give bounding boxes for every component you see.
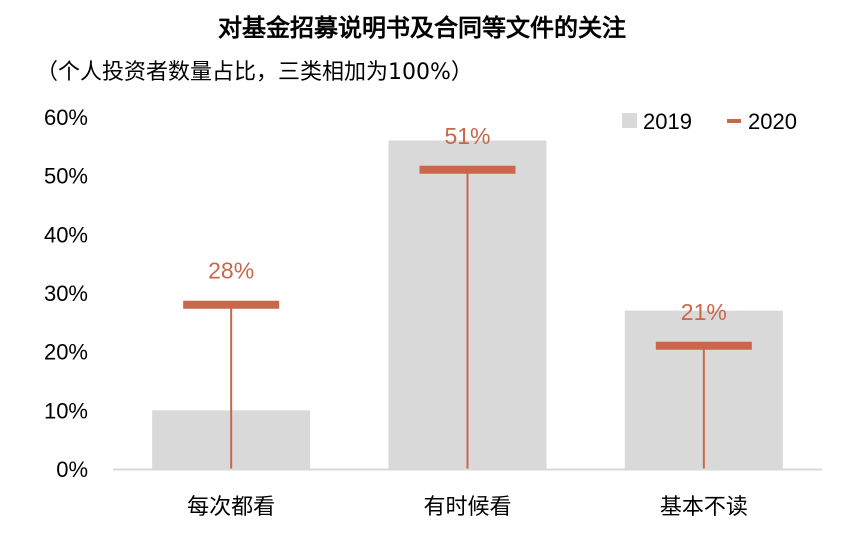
x-axis-categories: 每次都看 有时候看 基本不读 — [187, 495, 748, 520]
x-category-label: 基本不读 — [660, 495, 748, 520]
legend-swatch-2019 — [622, 113, 637, 128]
y-tick-label: 40% — [44, 222, 88, 247]
y-tick-label: 30% — [44, 281, 88, 306]
legend-label-2020: 2020 — [748, 109, 797, 134]
chart-subtitle: （个人投资者数量占比，三类相加为100%） — [36, 60, 473, 85]
series-2020-markers: 28% 51% 21% — [183, 123, 752, 469]
y-axis: 0% 10% 20% 30% 40% 50% 60% — [44, 105, 88, 482]
data-label-2020: 21% — [681, 299, 727, 325]
y-tick-label: 0% — [56, 457, 88, 482]
x-category-label: 每次都看 — [187, 495, 275, 520]
y-tick-label: 60% — [44, 105, 88, 130]
x-category-label: 有时候看 — [423, 495, 511, 520]
legend: 2019 2020 — [622, 109, 797, 134]
y-tick-label: 50% — [44, 164, 88, 189]
data-label-2020: 51% — [444, 123, 490, 149]
y-tick-label: 20% — [44, 340, 88, 365]
y-tick-label: 10% — [44, 398, 88, 423]
chart-title: 对基金招募说明书及合同等文件的关注 — [218, 14, 626, 42]
legend-label-2019: 2019 — [643, 109, 692, 134]
data-label-2020: 28% — [208, 258, 254, 284]
